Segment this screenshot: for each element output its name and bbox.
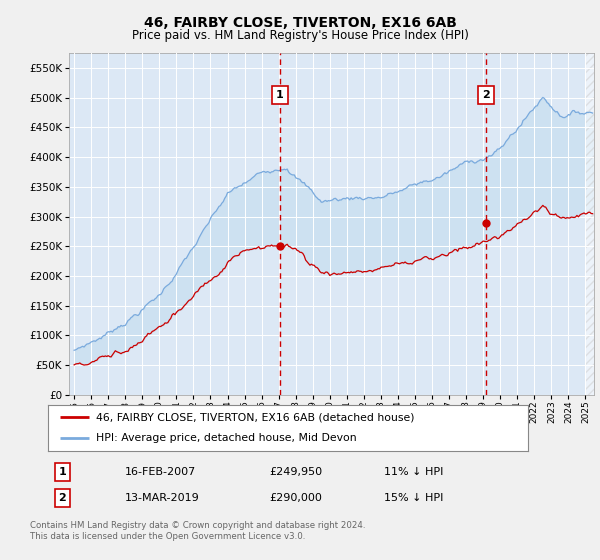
Text: 46, FAIRBY CLOSE, TIVERTON, EX16 6AB (detached house): 46, FAIRBY CLOSE, TIVERTON, EX16 6AB (de… xyxy=(96,412,415,422)
Text: 16-FEB-2007: 16-FEB-2007 xyxy=(125,467,196,477)
Text: 1: 1 xyxy=(276,90,284,100)
Text: 1: 1 xyxy=(59,467,66,477)
Text: 46, FAIRBY CLOSE, TIVERTON, EX16 6AB: 46, FAIRBY CLOSE, TIVERTON, EX16 6AB xyxy=(143,16,457,30)
Text: 2: 2 xyxy=(482,90,490,100)
Text: 11% ↓ HPI: 11% ↓ HPI xyxy=(384,467,443,477)
Text: 15% ↓ HPI: 15% ↓ HPI xyxy=(384,493,443,503)
Text: £249,950: £249,950 xyxy=(269,467,322,477)
Text: £290,000: £290,000 xyxy=(269,493,322,503)
Text: HPI: Average price, detached house, Mid Devon: HPI: Average price, detached house, Mid … xyxy=(96,433,356,444)
Text: Contains HM Land Registry data © Crown copyright and database right 2024.: Contains HM Land Registry data © Crown c… xyxy=(30,521,365,530)
Text: 13-MAR-2019: 13-MAR-2019 xyxy=(125,493,200,503)
Text: Price paid vs. HM Land Registry's House Price Index (HPI): Price paid vs. HM Land Registry's House … xyxy=(131,29,469,42)
Text: 2: 2 xyxy=(59,493,66,503)
Text: This data is licensed under the Open Government Licence v3.0.: This data is licensed under the Open Gov… xyxy=(30,532,305,541)
